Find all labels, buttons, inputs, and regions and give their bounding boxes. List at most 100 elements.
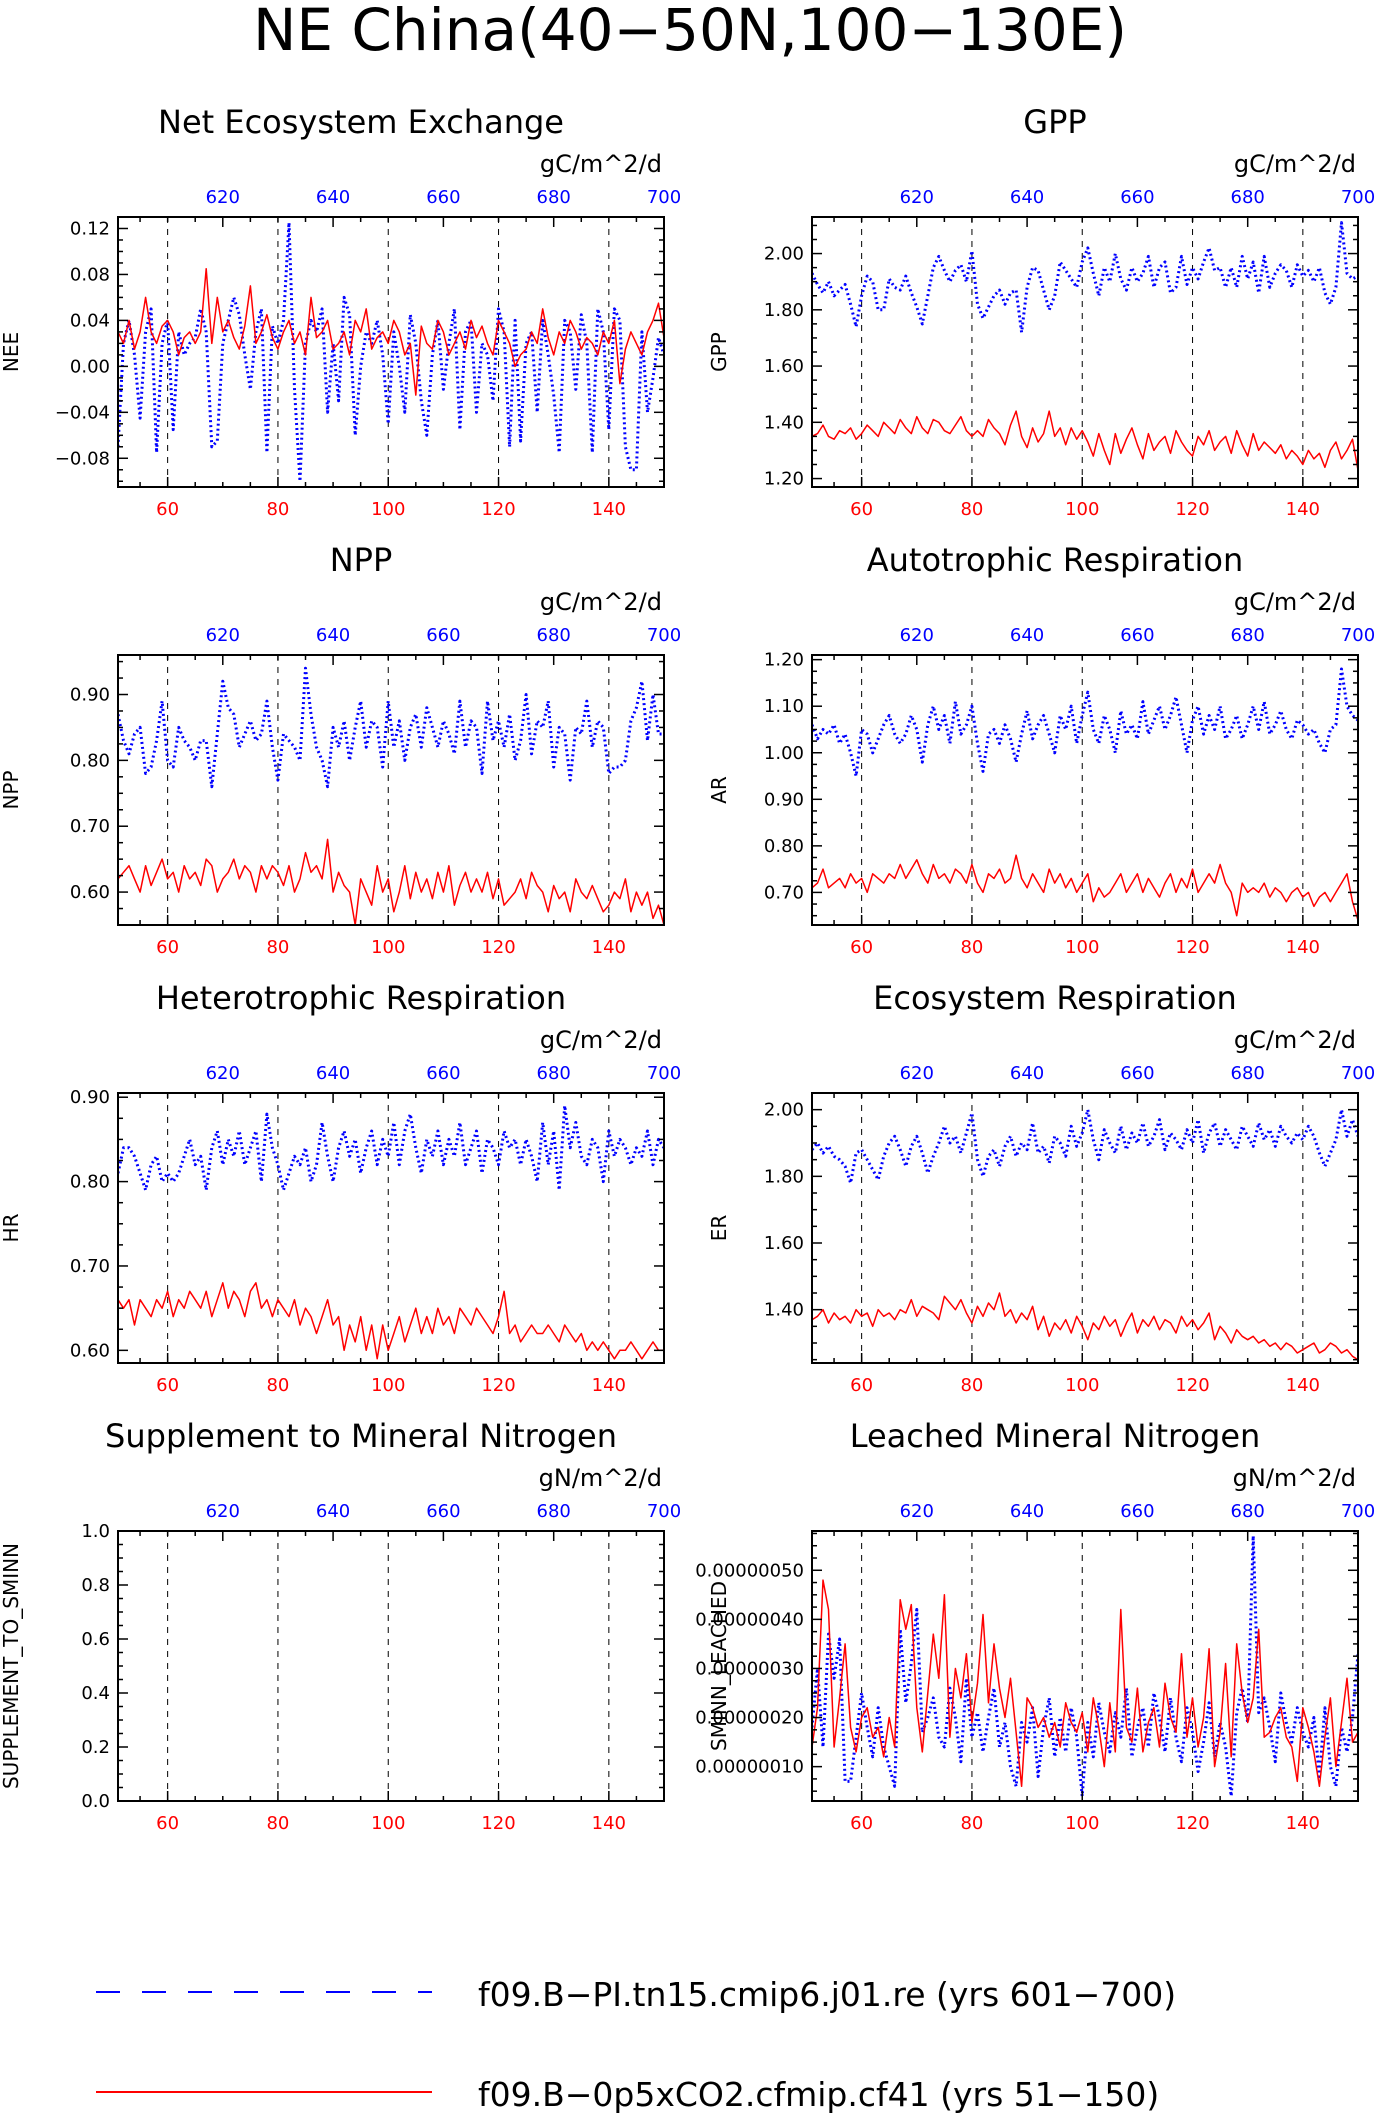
- x-tick-label: 100: [371, 1813, 405, 1834]
- x-top-tick-label: 640: [1010, 1063, 1044, 1084]
- x-tick-label: 140: [1286, 1813, 1320, 1834]
- y-tick-label: 0.12: [70, 218, 110, 239]
- y-tick-label: 0.60: [70, 882, 110, 903]
- y-tick-label: 1.00: [764, 743, 804, 764]
- series-line-exp: [812, 1292, 1358, 1361]
- units-label: gN/m^2/d: [539, 1464, 662, 1492]
- x-top-tick-label: 700: [1341, 625, 1375, 646]
- y-tick-label: −0.08: [55, 448, 110, 469]
- plot-frame: [117, 1530, 665, 1802]
- x-tick-label: 120: [481, 1813, 515, 1834]
- x-top-tick-label: 660: [1120, 1501, 1154, 1522]
- x-top-tick-label: 700: [647, 625, 681, 646]
- y-tick-label: 1.40: [764, 412, 804, 433]
- legend-exp-label: f09.B−0p5xCO2.cfmip.cf41 (yrs 51−150): [478, 2075, 1159, 2114]
- x-top-tick-label: 680: [1231, 1063, 1265, 1084]
- x-top-tick-label: 680: [537, 1063, 571, 1084]
- series-group: [118, 1104, 664, 1360]
- x-tick-label: 60: [850, 1375, 873, 1396]
- y-axis-label: HR: [0, 1213, 23, 1242]
- series-line-exp: [812, 854, 1358, 921]
- panel-4: Autotrophic Respiration gC/m^2/d AR 60 80 100…: [707, 541, 1375, 958]
- y-tick-label: 0.80: [70, 750, 110, 771]
- x-tick-label: 140: [1286, 1375, 1320, 1396]
- x-top-tick-label: 700: [1341, 1501, 1375, 1522]
- y-axis-label: AR: [707, 776, 731, 804]
- y-tick-label: 0.00000030: [695, 1658, 804, 1679]
- y-tick-label: 0.00000020: [695, 1708, 804, 1729]
- series-group: [812, 1108, 1358, 1361]
- series-group: [812, 1534, 1358, 1798]
- series-group: [118, 666, 664, 925]
- x-top-tick-label: 620: [206, 625, 240, 646]
- x-tick-label: 100: [1065, 1813, 1099, 1834]
- series-line-ctrl: [118, 221, 664, 483]
- x-tick-label: 60: [156, 1375, 179, 1396]
- panel-title: Net Ecosystem Exchange: [158, 103, 564, 141]
- x-tick-label: 120: [1175, 937, 1209, 958]
- x-tick-label: 140: [592, 937, 626, 958]
- units-label: gN/m^2/d: [1233, 1464, 1356, 1492]
- x-top-tick-label: 620: [900, 187, 934, 208]
- y-tick-label: 2.00: [764, 1100, 804, 1121]
- x-top-tick-label: 620: [206, 1501, 240, 1522]
- x-top-tick-label: 700: [1341, 187, 1375, 208]
- x-top-tick-label: 680: [537, 625, 571, 646]
- y-tick-label: 0.4: [81, 1683, 110, 1704]
- y-tick-label: 1.20: [764, 650, 804, 671]
- x-top-tick-label: 640: [316, 625, 350, 646]
- units-label: gC/m^2/d: [1234, 150, 1356, 178]
- y-axis-label: SMINN_LEACHED: [707, 1581, 731, 1751]
- y-tick-label: 1.60: [764, 1233, 804, 1254]
- y-axis-label: GPP: [707, 332, 731, 372]
- legend: f09.B−PI.tn15.cmip6.j01.re (yrs 601−700)…: [96, 1975, 1176, 2114]
- x-tick-label: 120: [1175, 1375, 1209, 1396]
- y-tick-label: 0.0: [81, 1791, 110, 1812]
- x-top-tick-label: 640: [1010, 1501, 1044, 1522]
- x-top-tick-label: 660: [1120, 625, 1154, 646]
- series-line-exp: [118, 267, 664, 396]
- y-axis-label: ER: [707, 1215, 731, 1242]
- series-group: [812, 221, 1358, 471]
- x-tick-label: 140: [592, 499, 626, 520]
- y-tick-label: 0.08: [70, 264, 110, 285]
- x-tick-label: 80: [960, 1375, 983, 1396]
- x-top-tick-label: 660: [1120, 187, 1154, 208]
- series-line-exp: [812, 1579, 1358, 1788]
- x-top-tick-label: 640: [316, 1501, 350, 1522]
- panel-title: NPP: [330, 541, 393, 579]
- x-tick-label: 80: [266, 937, 289, 958]
- units-label: gC/m^2/d: [540, 588, 662, 616]
- panel-3: NPP gC/m^2/d NPP 60 80 100 120 140 620 640 660 680 7…: [0, 541, 681, 958]
- plot-frame: [811, 1092, 1359, 1364]
- x-tick-label: 100: [1065, 499, 1099, 520]
- panel-8: Leached Mineral Nitrogen gN/m^2/d SMINN_LE…: [695, 1417, 1375, 1834]
- x-top-tick-label: 640: [316, 187, 350, 208]
- plot-frame: [117, 1092, 665, 1364]
- x-tick-label: 60: [156, 937, 179, 958]
- x-top-tick-label: 660: [426, 1063, 460, 1084]
- series-line-exp: [118, 838, 664, 925]
- x-tick-label: 80: [960, 499, 983, 520]
- panel-5: Heterotrophic Respiration gC/m^2/d HR 60 80 1…: [0, 979, 681, 1396]
- series-line-exp: [812, 410, 1358, 471]
- panel-title: Supplement to Mineral Nitrogen: [105, 1417, 617, 1455]
- x-top-tick-label: 680: [1231, 1501, 1265, 1522]
- figure-title: NE China(40−50N,100−130E): [253, 0, 1127, 64]
- panel-title: GPP: [1023, 103, 1086, 141]
- x-top-tick-label: 660: [1120, 1063, 1154, 1084]
- y-tick-label: 0.80: [764, 836, 804, 857]
- x-tick-label: 100: [371, 937, 405, 958]
- y-tick-label: 0.8: [81, 1575, 110, 1596]
- legend-ctrl-label: f09.B−PI.tn15.cmip6.j01.re (yrs 601−700): [478, 1975, 1176, 2014]
- y-tick-label: 1.0: [81, 1521, 110, 1542]
- series-line-ctrl: [118, 666, 664, 789]
- x-top-tick-label: 660: [426, 625, 460, 646]
- x-tick-label: 60: [850, 937, 873, 958]
- x-tick-label: 60: [156, 499, 179, 520]
- y-tick-label: 0.70: [70, 1256, 110, 1277]
- x-top-tick-label: 660: [426, 187, 460, 208]
- x-tick-label: 100: [1065, 937, 1099, 958]
- x-tick-label: 120: [1175, 1813, 1209, 1834]
- x-top-tick-label: 660: [426, 1501, 460, 1522]
